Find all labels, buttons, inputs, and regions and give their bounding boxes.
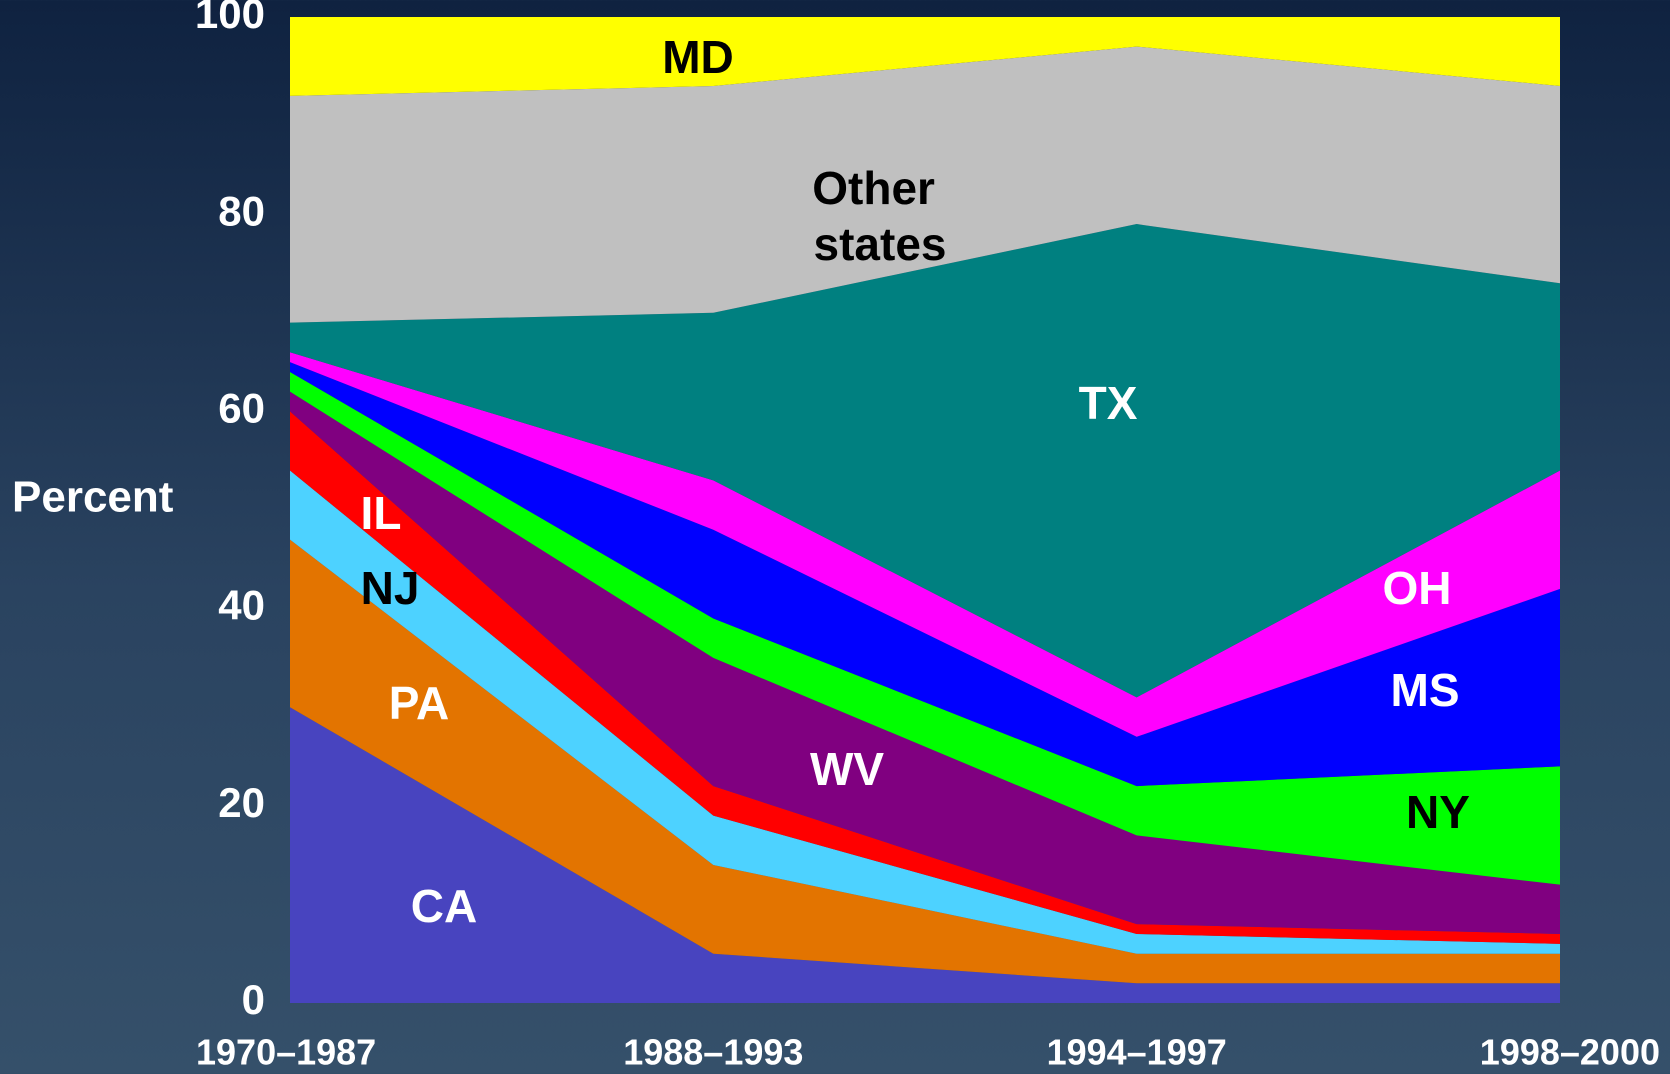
y-tick-label: 20 [218,779,265,826]
y-tick-label: 40 [218,582,265,629]
y-tick-label: 0 [242,976,265,1023]
series-label: CA [411,880,477,932]
series-label: MD [662,31,734,83]
area [290,371,1560,885]
x-tick-label: 1994–1997 [1047,1032,1227,1073]
area [290,539,1560,984]
y-axis-label: Percent [12,473,174,522]
area [290,707,1560,1003]
area [290,391,1560,934]
y-tick-label: 60 [218,384,265,431]
area [290,362,1560,787]
series-label-line: Other [812,162,947,214]
series-label: Other states [812,162,947,270]
area [290,470,1560,954]
series-label: NY [1406,786,1470,838]
area [290,411,1560,944]
series-label: NJ [361,562,420,614]
series-label: PA [389,677,450,729]
area [290,17,1560,96]
area [290,46,1560,323]
series-label-line: states [814,218,947,270]
series-label: IL [361,487,402,539]
area [290,224,1560,698]
areas [290,17,1560,1003]
series-label: OH [1383,562,1452,614]
x-tick-label: 1998–2000 [1480,1032,1660,1073]
x-tick-label: 1988–1993 [623,1032,803,1073]
y-tick-label: 100 [195,0,265,37]
series-label: TX [1079,377,1138,429]
y-tick-label: 80 [218,187,265,234]
area [290,352,1560,737]
series-label: WV [810,743,884,795]
series-label: MS [1391,664,1460,716]
x-tick-label: 1970–1987 [196,1032,376,1073]
